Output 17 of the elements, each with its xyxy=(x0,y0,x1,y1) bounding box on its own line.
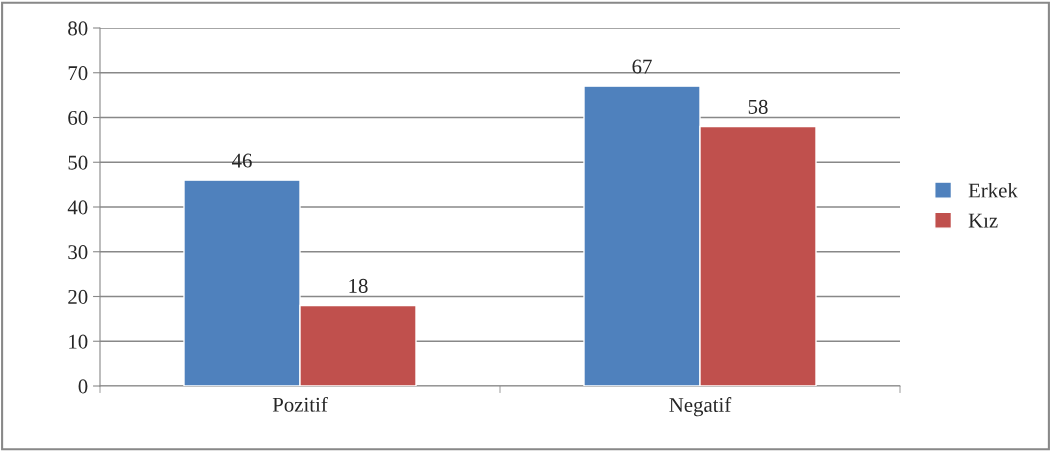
y-tick-label: 10 xyxy=(69,334,88,349)
y-tick-label: 60 xyxy=(68,110,88,125)
x-tick-label: Negatif xyxy=(669,397,732,417)
data-label: 46 xyxy=(231,153,252,168)
legend-label: Kız xyxy=(968,213,998,228)
y-tick-label: 70 xyxy=(68,66,88,81)
y-tick-label: 0 xyxy=(78,379,88,394)
data-label: 18 xyxy=(349,278,368,293)
y-tick-label: 80 xyxy=(68,21,88,36)
y-tick-label: 20 xyxy=(68,289,88,304)
data-label: 67 xyxy=(632,59,652,74)
data-label: 58 xyxy=(748,99,768,114)
y-tick-label: 50 xyxy=(68,155,88,170)
y-tick-label: 40 xyxy=(67,200,88,215)
legend-label: Erkek xyxy=(968,182,1018,198)
x-tick-label: Pozitif xyxy=(272,396,328,412)
y-tick-label: 30 xyxy=(68,245,88,260)
